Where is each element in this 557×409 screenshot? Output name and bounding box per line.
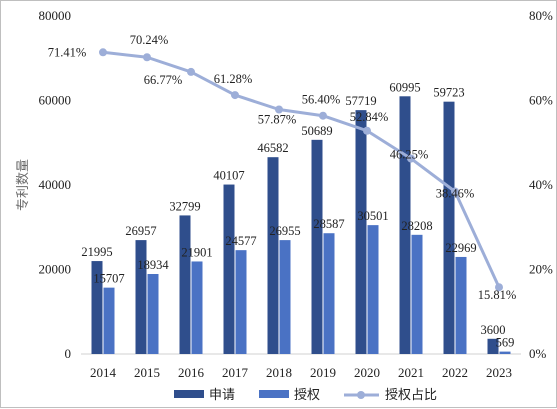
- bar-application: [443, 101, 455, 355]
- y2-tick-label: 60%: [529, 93, 553, 108]
- x-tick-label: 2022: [442, 365, 468, 380]
- line-point: [407, 154, 415, 163]
- x-tick-label: 2021: [398, 365, 424, 380]
- data-label-grant: 24577: [225, 234, 256, 248]
- data-label-grant: 15707: [93, 272, 124, 286]
- line-grant-ratio: [102, 50, 501, 288]
- legend-swatch-application: [174, 390, 204, 398]
- x-tick-label: 2017: [222, 365, 249, 380]
- data-label-grant: 569: [496, 336, 515, 350]
- data-label-grant: 18934: [137, 258, 169, 272]
- data-label-application: 57719: [345, 94, 376, 108]
- line-data-label: 15.81%: [478, 288, 517, 302]
- line-data-label: 46.25%: [390, 148, 429, 162]
- bar-grant: [103, 287, 115, 354]
- data-label-grant: 22969: [445, 241, 476, 255]
- bar-grant: [191, 261, 203, 354]
- line-data-label: 38.46%: [436, 187, 475, 201]
- legend-label-application: 申请: [209, 388, 235, 403]
- y2-tick-label: 20%: [529, 262, 553, 277]
- line-point: [187, 67, 195, 76]
- data-label-grant: 21901: [181, 245, 212, 259]
- x-tick-label: 2023: [486, 365, 512, 380]
- line-point: [143, 53, 151, 62]
- bar-grant: [455, 256, 467, 354]
- y-tick-label: 80000: [39, 8, 72, 23]
- bar-grant: [323, 233, 335, 354]
- y-axis-title: 专利数量: [16, 159, 31, 211]
- data-label-grant: 28587: [313, 217, 344, 231]
- y-tick-label: 20000: [39, 262, 72, 277]
- legend-swatch-grant: [259, 390, 289, 398]
- y-tick-label: 60000: [39, 93, 72, 108]
- x-tick-label: 2020: [354, 365, 380, 380]
- line-point: [275, 105, 283, 114]
- data-label-application: 40107: [213, 169, 244, 183]
- x-tick-label: 2015: [134, 365, 160, 380]
- x-tick-label: 2019: [310, 365, 336, 380]
- y2-tick-label: 80%: [529, 8, 553, 23]
- data-label-application: 3600: [481, 323, 506, 337]
- bar-application: [91, 261, 103, 354]
- x-tick-label: 2018: [266, 365, 292, 380]
- line-point: [231, 91, 239, 100]
- line-data-label: 61.28%: [214, 72, 253, 86]
- y-tick-label: 40000: [39, 177, 72, 192]
- bar-grant: [147, 274, 159, 354]
- x-tick-label: 2014: [90, 365, 117, 380]
- line-data-label: 66.77%: [144, 73, 183, 87]
- y2-tick-label: 40%: [529, 177, 553, 192]
- bar-application: [135, 240, 147, 354]
- line-point: [99, 48, 107, 57]
- data-label-grant: 28208: [401, 219, 432, 233]
- line-point: [319, 111, 327, 120]
- bar-application: [399, 96, 411, 354]
- bar-grant: [235, 250, 247, 354]
- bar-application: [267, 157, 279, 354]
- bar-application: [355, 110, 367, 354]
- data-label-application: 21995: [81, 245, 112, 259]
- bar-application: [179, 215, 191, 354]
- data-label-grant: 26955: [269, 224, 300, 238]
- line-point: [363, 126, 371, 135]
- line-data-label: 56.40%: [302, 93, 341, 107]
- line-data-label: 71.41%: [48, 45, 87, 59]
- data-label-application: 60995: [389, 80, 420, 94]
- bar-grant: [499, 351, 511, 354]
- data-label-application: 26957: [125, 224, 156, 238]
- bar-application: [223, 184, 235, 354]
- data-label-application: 59723: [433, 86, 464, 100]
- x-tick-label: 2016: [178, 365, 205, 380]
- y-tick-label: 0: [65, 346, 72, 361]
- line-data-label: 57.87%: [258, 112, 297, 126]
- legend-label-grant: 授权: [294, 387, 320, 403]
- y2-tick-label: 0%: [529, 346, 547, 361]
- legend-label-grant-ratio: 授权占比: [385, 387, 437, 403]
- legend-marker-grant-ratio: [357, 391, 365, 399]
- bar-grant: [367, 225, 379, 354]
- line-point: [495, 283, 503, 292]
- bar-grant: [411, 234, 423, 354]
- data-label-application: 50689: [301, 124, 332, 138]
- data-label-application: 46582: [257, 141, 288, 155]
- bar-application: [487, 338, 499, 354]
- line-data-label: 70.24%: [130, 33, 169, 47]
- bar-application: [311, 139, 323, 354]
- line-point: [451, 187, 459, 196]
- line-data-label: 52.84%: [350, 110, 389, 124]
- data-label-grant: 30501: [357, 209, 388, 223]
- bar-grant: [279, 240, 291, 354]
- data-label-application: 32799: [169, 199, 200, 213]
